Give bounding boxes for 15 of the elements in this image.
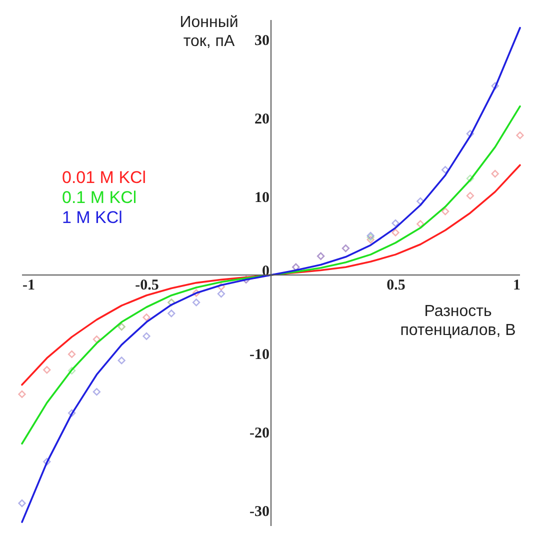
y-tick-label: 30 [254, 33, 270, 50]
y-tick-label: 20 [254, 112, 270, 128]
text: 1 M KCl [62, 208, 122, 227]
x-tick-label: 1 [513, 277, 520, 294]
y-tick-label: -30 [250, 504, 270, 520]
x-axis-title: Разность потенциалов, В [400, 302, 516, 339]
text: 0.1 M KCl [62, 188, 137, 207]
y-tick-label: -10 [250, 346, 270, 363]
y-tick-label: 10 [254, 190, 270, 206]
x-tick-label: -1 [22, 277, 35, 294]
y-axis-title: Ионный ток, пА [180, 14, 238, 50]
text: 0.01 M KCl [62, 168, 146, 187]
x-tick-label: -0.5 [135, 277, 159, 294]
y-tick-label: -20 [250, 425, 270, 442]
x-tick-label: 0.5 [386, 277, 406, 294]
